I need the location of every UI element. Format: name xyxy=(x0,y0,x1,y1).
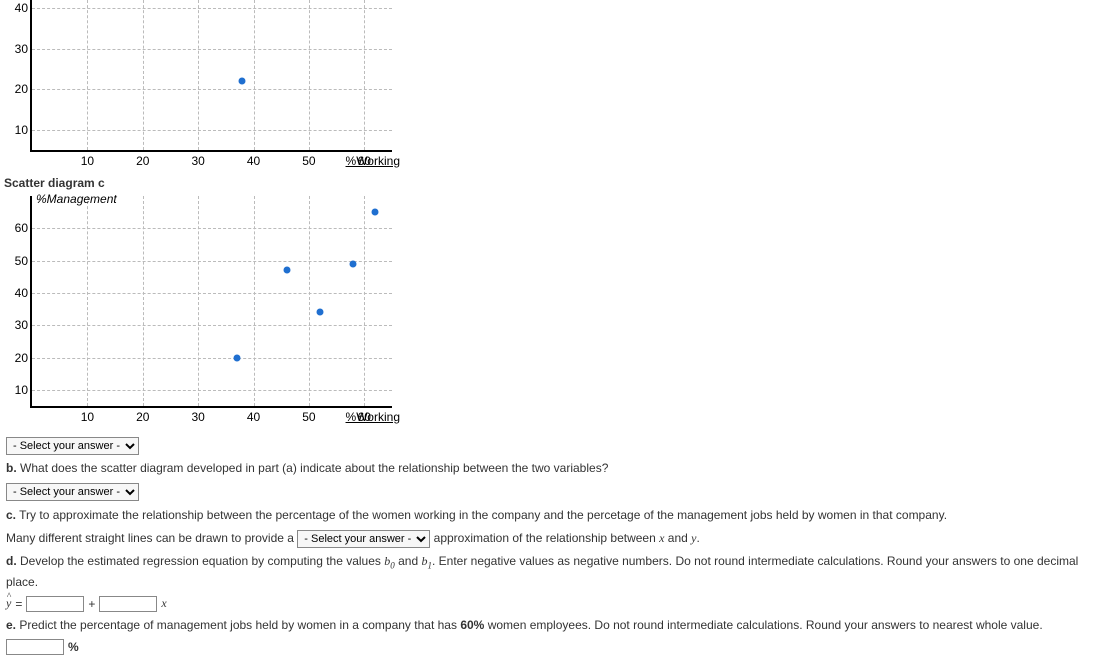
x-axis-label: %Working xyxy=(346,410,400,424)
ytick-label: 30 xyxy=(4,42,28,56)
scatter-point xyxy=(239,78,246,85)
question-d-text: Develop the estimated regression equatio… xyxy=(20,554,381,568)
answer-e-row: % xyxy=(6,639,1113,655)
label-e: e. xyxy=(6,618,16,632)
ytick-label: 20 xyxy=(4,82,28,96)
ytick-label: 40 xyxy=(4,286,28,300)
answer-select-b[interactable]: - Select your answer - xyxy=(6,483,139,501)
question-c-text: Try to approximate the relationship betw… xyxy=(19,508,947,522)
scatter-point xyxy=(233,354,240,361)
eq-sign: = xyxy=(15,597,22,611)
input-e[interactable] xyxy=(6,639,64,655)
var-x: x xyxy=(659,531,664,545)
xtick-label: 50 xyxy=(302,154,315,168)
c-and: and xyxy=(668,531,688,545)
e-text-1: Predict the percentage of management job… xyxy=(19,618,457,632)
question-c: c. Try to approximate the relationship b… xyxy=(6,506,1113,525)
scatter-chart-c: 102030405060102030405060%Working%Managem… xyxy=(30,196,392,408)
e-pct: 60% xyxy=(460,618,484,632)
input-b1[interactable] xyxy=(99,596,157,612)
xtick-label: 20 xyxy=(136,410,149,424)
regression-equation: y = + x xyxy=(6,596,1113,612)
label-c: c. xyxy=(6,508,16,522)
label-d: d. xyxy=(6,554,17,568)
scatter-point xyxy=(350,260,357,267)
x-axis-label: %Working xyxy=(346,154,400,168)
y-axis-label: %Management xyxy=(36,192,117,206)
ytick-label: 30 xyxy=(4,318,28,332)
chart-main: 102030405060102030405060%Working%Managem… xyxy=(30,196,1119,408)
e-text-2: women employees. Do not round intermedia… xyxy=(488,618,1043,632)
var-b1: b1 xyxy=(421,554,432,568)
c-prefix: Many different straight lines can be dra… xyxy=(6,531,294,545)
ytick-label: 20 xyxy=(4,351,28,365)
xtick-label: 10 xyxy=(81,410,94,424)
xtick-label: 30 xyxy=(191,154,204,168)
chart-caption: Scatter diagram c xyxy=(4,176,1119,190)
ytick-label: 40 xyxy=(4,1,28,15)
c-suffix1: approximation of the relationship betwee… xyxy=(434,531,656,545)
question-c-line: Many different straight lines can be dra… xyxy=(6,529,1113,548)
xtick-label: 30 xyxy=(191,410,204,424)
question-d: d. Develop the estimated regression equa… xyxy=(6,552,1113,592)
ytick-label: 60 xyxy=(4,221,28,235)
d-and: and xyxy=(398,554,418,568)
var-b0: b0 xyxy=(384,554,395,568)
ytick-label: 10 xyxy=(4,383,28,397)
scatter-point xyxy=(283,267,290,274)
scatter-chart-top: 10203040102030405060%Working xyxy=(30,0,392,152)
xtick-label: 20 xyxy=(136,154,149,168)
question-e: e. Predict the percentage of management … xyxy=(6,616,1113,635)
xtick-label: 50 xyxy=(302,410,315,424)
pct-sign: % xyxy=(68,640,79,654)
xtick-label: 40 xyxy=(247,154,260,168)
xtick-label: 40 xyxy=(247,410,260,424)
var-yhat: y xyxy=(6,596,11,611)
var-x-eq: x xyxy=(161,596,166,611)
scatter-point xyxy=(372,209,379,216)
var-y: y xyxy=(691,531,696,545)
question-b: b. What does the scatter diagram develop… xyxy=(6,459,1113,478)
input-b0[interactable] xyxy=(26,596,84,612)
scatter-point xyxy=(317,309,324,316)
label-b: b. xyxy=(6,461,17,475)
chart-top-partial: 10203040102030405060%Working xyxy=(30,0,1119,152)
question-b-text: What does the scatter diagram developed … xyxy=(20,461,608,475)
answer-select-c[interactable]: - Select your answer - xyxy=(297,530,430,548)
ytick-label: 50 xyxy=(4,254,28,268)
answer-select-a[interactable]: - Select your answer - xyxy=(6,437,139,455)
ytick-label: 10 xyxy=(4,123,28,137)
xtick-label: 10 xyxy=(81,154,94,168)
plus-sign: + xyxy=(88,597,95,611)
